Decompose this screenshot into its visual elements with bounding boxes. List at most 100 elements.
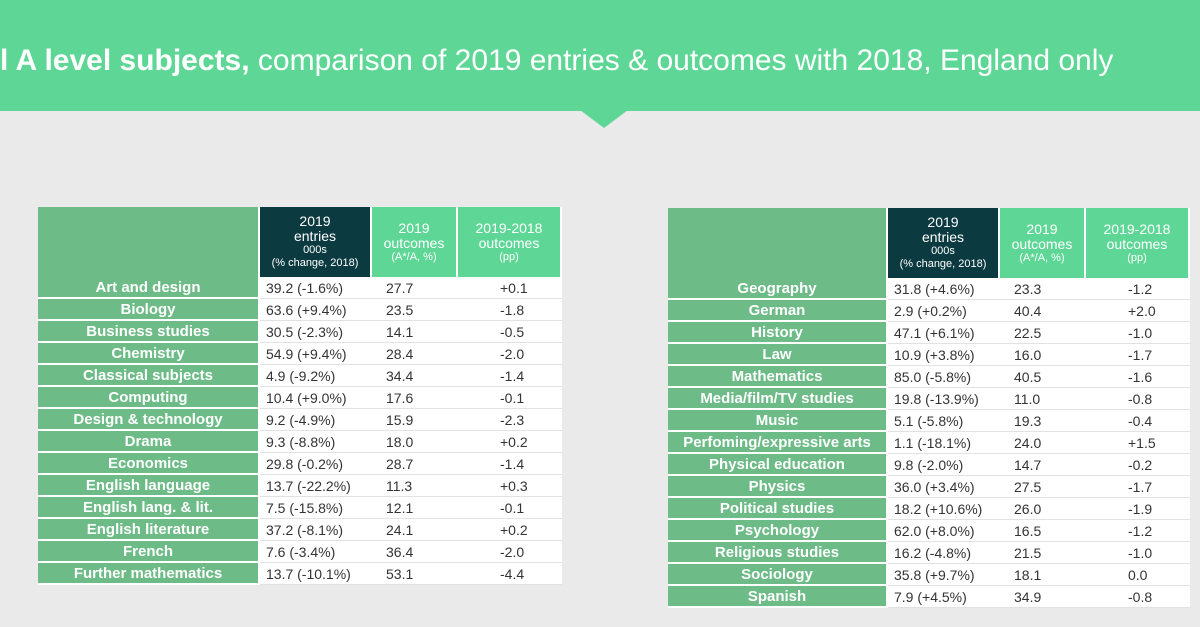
table-row: Business studies 30.5 (-2.3%) 14.1 -0.5	[38, 321, 562, 343]
entries-cell: 35.8 (+9.7%)	[888, 564, 1000, 586]
header-entries-line3: 000s	[931, 245, 955, 257]
entries-cell: 9.2 (-4.9%)	[260, 409, 372, 431]
outcomes-cell: 34.9	[1000, 586, 1086, 608]
entries-cell: 7.6 (-3.4%)	[260, 541, 372, 563]
entries-cell: 62.0 (+8.0%)	[888, 520, 1000, 542]
subjects-table-left: 2019 entries 000s (% change, 2018) 2019 …	[38, 207, 562, 585]
title-banner: l A level subjects, comparison of 2019 e…	[0, 0, 1200, 111]
entries-cell: 16.2 (-4.8%)	[888, 542, 1000, 564]
change-cell: -1.8	[458, 299, 562, 321]
header-outcomes: 2019 outcomes (A*/A, %)	[372, 207, 458, 277]
entries-cell: 30.5 (-2.3%)	[260, 321, 372, 343]
header-blank	[38, 207, 260, 277]
entries-cell: 9.8 (-2.0%)	[888, 454, 1000, 476]
entries-cell: 9.3 (-8.8%)	[260, 431, 372, 453]
change-cell: -1.7	[1086, 476, 1190, 498]
table-row: German 2.9 (+0.2%) 40.4 +2.0	[668, 300, 1190, 322]
subject-cell: English literature	[38, 519, 260, 541]
subject-cell: Psychology	[668, 520, 888, 542]
subject-cell: Art and design	[38, 277, 260, 299]
header-outcomes-line3: (A*/A, %)	[1019, 251, 1065, 264]
table-row: English literature 37.2 (-8.1%) 24.1 +0.2	[38, 519, 562, 541]
outcomes-cell: 22.5	[1000, 322, 1086, 344]
title-lead: l A level subjects,	[0, 44, 250, 77]
table-row: Physical education 9.8 (-2.0%) 14.7 -0.2	[668, 454, 1190, 476]
table-row: Law 10.9 (+3.8%) 16.0 -1.7	[668, 344, 1190, 366]
outcomes-cell: 40.5	[1000, 366, 1086, 388]
change-cell: -1.0	[1086, 322, 1190, 344]
outcomes-cell: 24.0	[1000, 432, 1086, 454]
change-cell: -1.4	[458, 453, 562, 475]
outcomes-cell: 16.0	[1000, 344, 1086, 366]
entries-cell: 31.8 (+4.6%)	[888, 278, 1000, 300]
change-cell: -1.9	[1086, 498, 1190, 520]
table-row: Computing 10.4 (+9.0%) 17.6 -0.1	[38, 387, 562, 409]
subject-cell: Spanish	[668, 586, 888, 608]
subject-cell: Physical education	[668, 454, 888, 476]
table-row: Biology 63.6 (+9.4%) 23.5 -1.8	[38, 299, 562, 321]
subject-cell: History	[668, 322, 888, 344]
table-row: Mathematics 85.0 (-5.8%) 40.5 -1.6	[668, 366, 1190, 388]
header-entries-line1: 2019	[927, 214, 959, 230]
change-cell: +1.5	[1086, 432, 1190, 454]
subject-cell: Design & technology	[38, 409, 260, 431]
header-outcomes: 2019 outcomes (A*/A, %)	[1000, 208, 1086, 278]
subject-cell: Mathematics	[668, 366, 888, 388]
change-cell: -0.2	[1086, 454, 1190, 476]
entries-cell: 10.9 (+3.8%)	[888, 344, 1000, 366]
table-row: Media/film/TV studies 19.8 (-13.9%) 11.0 -0…	[668, 388, 1190, 410]
table-row: French 7.6 (-3.4%) 36.4 -2.0	[38, 541, 562, 563]
outcomes-cell: 11.0	[1000, 388, 1086, 410]
subject-cell: Drama	[38, 431, 260, 453]
subject-cell: Biology	[38, 299, 260, 321]
table-row: Physics 36.0 (+3.4%) 27.5 -1.7	[668, 476, 1190, 498]
subject-cell: Media/film/TV studies	[668, 388, 888, 410]
table-row: Further mathematics 13.7 (-10.1%) 53.1 -4.4	[38, 563, 562, 585]
subject-cell: Economics	[38, 453, 260, 475]
entries-cell: 19.8 (-13.9%)	[888, 388, 1000, 410]
header-entries-line2: entries	[293, 228, 337, 244]
entries-cell: 10.4 (+9.0%)	[260, 387, 372, 409]
change-cell: -0.1	[458, 497, 562, 519]
outcomes-cell: 40.4	[1000, 300, 1086, 322]
header-change: 2019-2018 outcomes (pp)	[458, 207, 562, 277]
table-row: Political studies 18.2 (+10.6%) 26.0 -1.9	[668, 498, 1190, 520]
outcomes-cell: 17.6	[372, 387, 458, 409]
change-cell: -1.6	[1086, 366, 1190, 388]
subjects-table-right: 2019 entries 000s (% change, 2018) 2019 …	[668, 208, 1190, 608]
subject-cell: Political studies	[668, 498, 888, 520]
entries-cell: 54.9 (+9.4%)	[260, 343, 372, 365]
header-outcomes-line1: 2019	[398, 219, 430, 236]
table-row: English lang. & lit. 7.5 (-15.8%) 12.1 -0.1	[38, 497, 562, 519]
header-change-line1: 2019-2018	[1103, 220, 1171, 237]
outcomes-cell: 27.5	[1000, 476, 1086, 498]
change-cell: -2.0	[458, 541, 562, 563]
table-row: Design & technology 9.2 (-4.9%) 15.9 -2.3	[38, 409, 562, 431]
entries-cell: 36.0 (+3.4%)	[888, 476, 1000, 498]
change-cell: -0.8	[1086, 586, 1190, 608]
table-row: History 47.1 (+6.1%) 22.5 -1.0	[668, 322, 1190, 344]
change-cell: +0.1	[458, 277, 562, 299]
entries-cell: 39.2 (-1.6%)	[260, 277, 372, 299]
entries-cell: 5.1 (-5.8%)	[888, 410, 1000, 432]
header-blank	[668, 208, 888, 278]
header-change-line2: outcomes	[478, 234, 540, 251]
entries-cell: 63.6 (+9.4%)	[260, 299, 372, 321]
subject-cell: German	[668, 300, 888, 322]
change-cell: -0.4	[1086, 410, 1190, 432]
entries-cell: 7.9 (+4.5%)	[888, 586, 1000, 608]
outcomes-cell: 18.1	[1000, 564, 1086, 586]
subject-cell: Computing	[38, 387, 260, 409]
subject-cell: Physics	[668, 476, 888, 498]
header-entries-line2: entries	[921, 229, 965, 245]
change-cell: -1.7	[1086, 344, 1190, 366]
entries-cell: 2.9 (+0.2%)	[888, 300, 1000, 322]
header-change-line3: (pp)	[1127, 251, 1147, 264]
outcomes-cell: 18.0	[372, 431, 458, 453]
table-row: Spanish 7.9 (+4.5%) 34.9 -0.8	[668, 586, 1190, 608]
outcomes-cell: 34.4	[372, 365, 458, 387]
table-row: English language 13.7 (-22.2%) 11.3 +0.3	[38, 475, 562, 497]
outcomes-cell: 28.4	[372, 343, 458, 365]
change-cell: +0.3	[458, 475, 562, 497]
change-cell: -4.4	[458, 563, 562, 585]
